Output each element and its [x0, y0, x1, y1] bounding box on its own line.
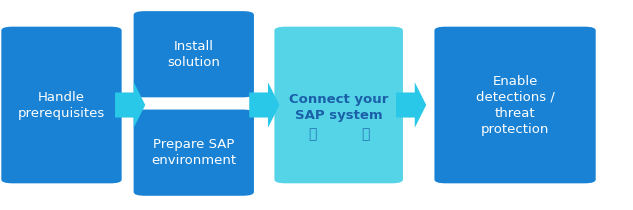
- FancyBboxPatch shape: [134, 11, 254, 97]
- FancyBboxPatch shape: [434, 27, 596, 183]
- FancyBboxPatch shape: [1, 27, 122, 183]
- Text: Connect your
SAP system: Connect your SAP system: [289, 93, 389, 122]
- Text: Handle
prerequisites: Handle prerequisites: [18, 91, 105, 119]
- Polygon shape: [115, 82, 145, 128]
- Text: 🗄: 🗄: [361, 127, 369, 141]
- Polygon shape: [396, 82, 426, 128]
- Polygon shape: [249, 82, 279, 128]
- Text: 🛡: 🛡: [308, 127, 316, 141]
- Text: Install
solution: Install solution: [167, 40, 220, 69]
- Text: Enable
detections /
threat
protection: Enable detections / threat protection: [475, 75, 555, 135]
- Text: Prepare SAP
environment: Prepare SAP environment: [151, 138, 236, 167]
- FancyBboxPatch shape: [134, 110, 254, 196]
- FancyBboxPatch shape: [275, 27, 403, 183]
